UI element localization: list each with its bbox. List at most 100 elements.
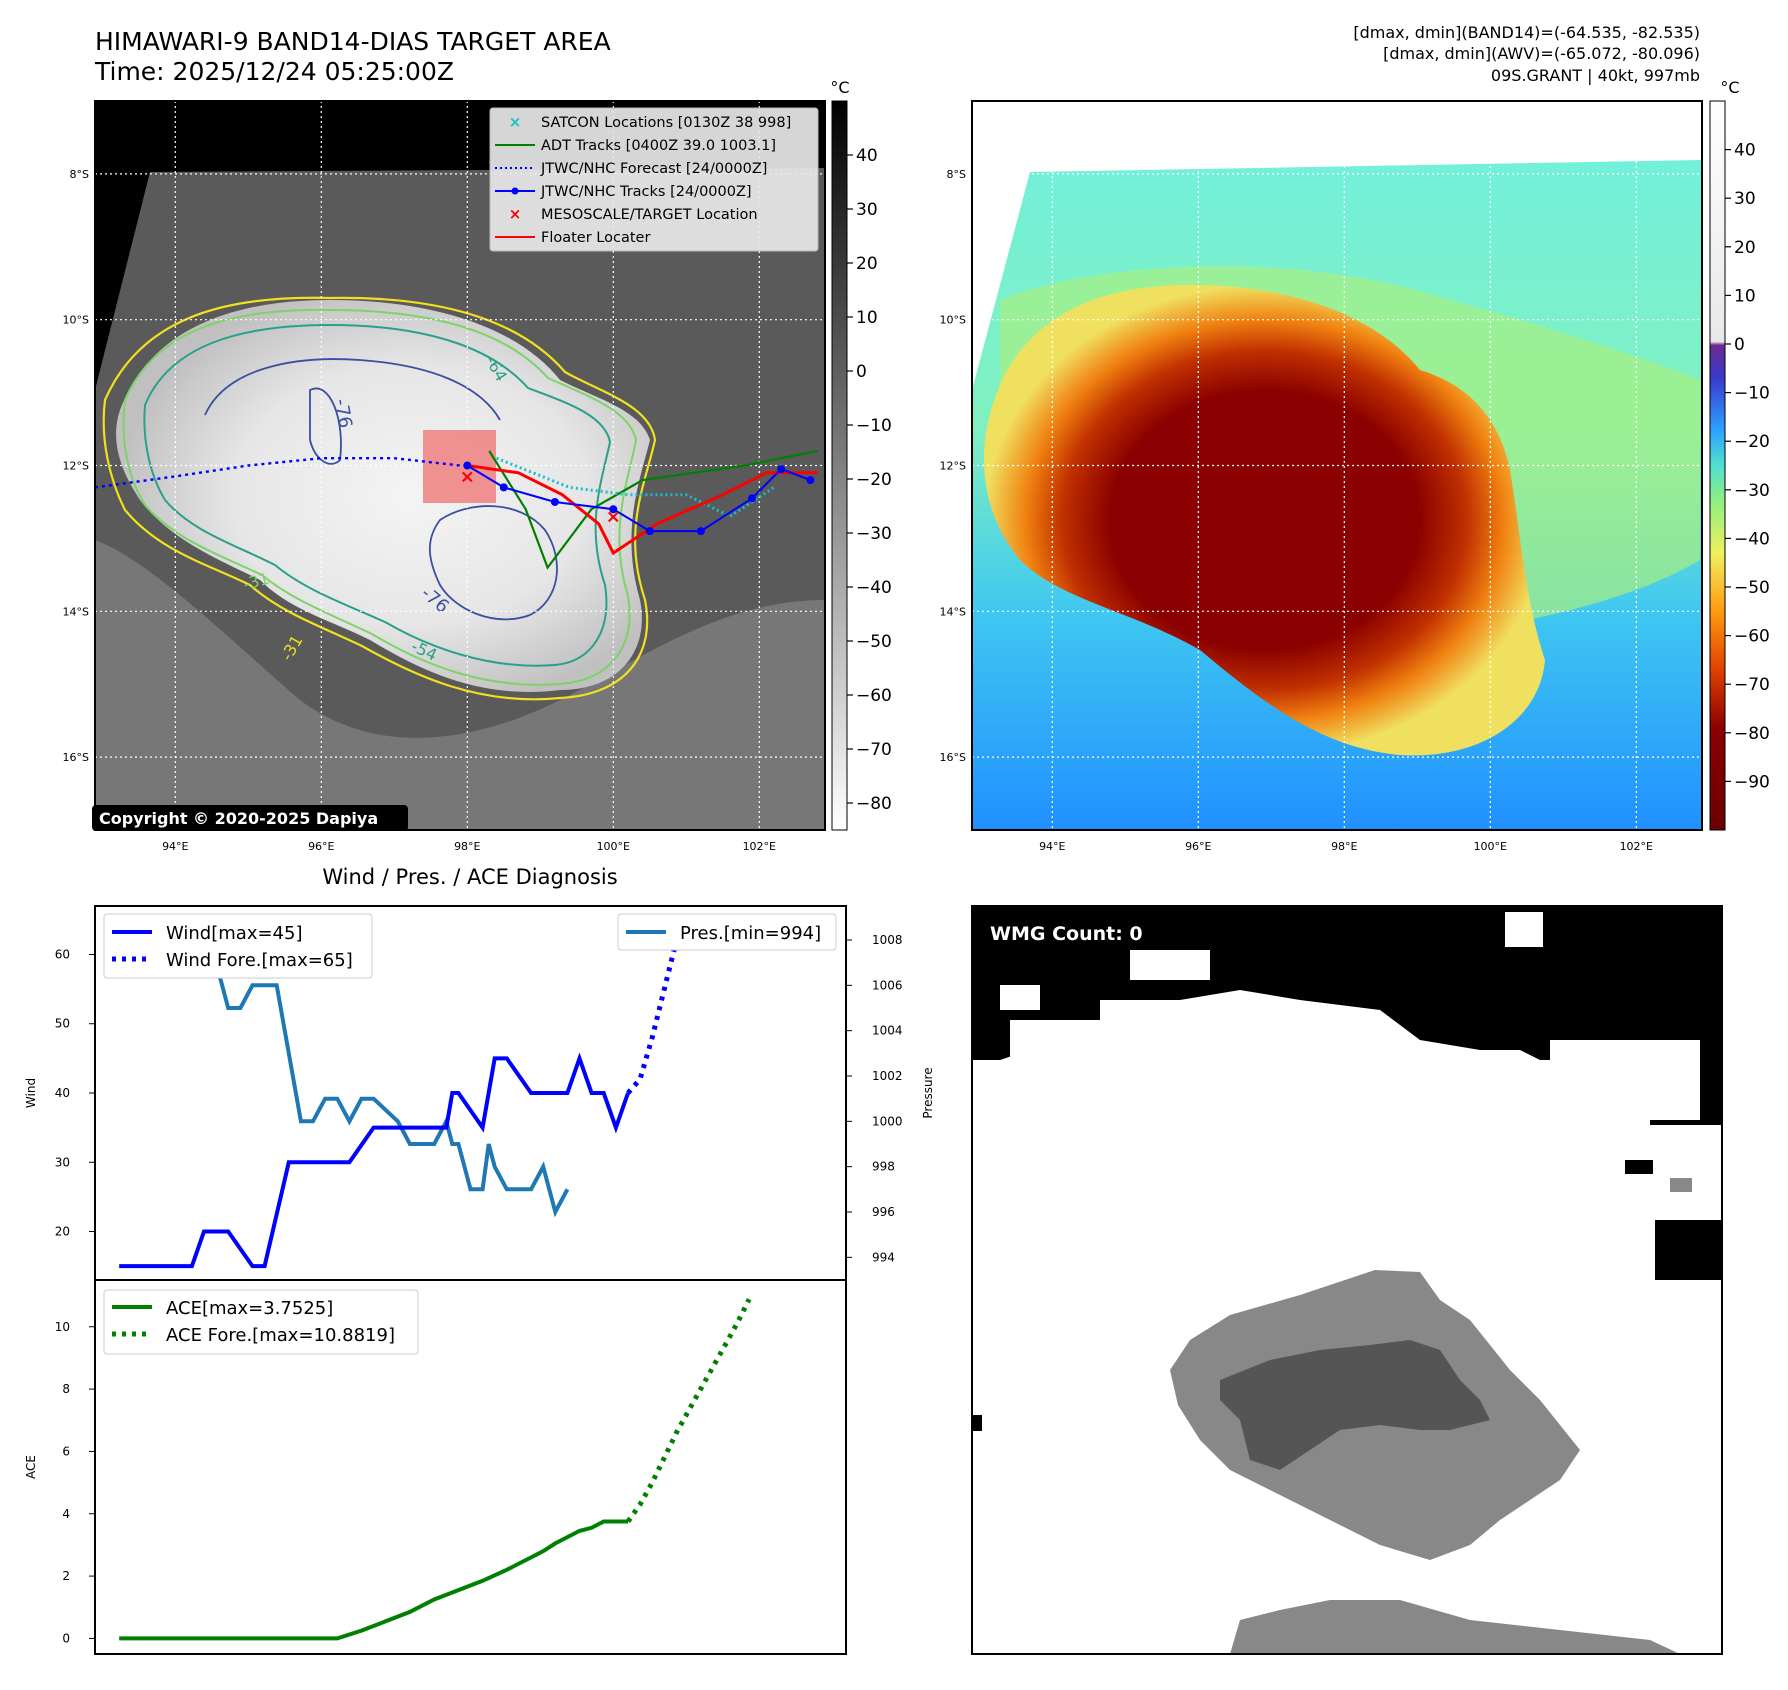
ace-tick-label: 0 — [62, 1631, 70, 1645]
lon-tick-label: 96°E — [1185, 840, 1211, 853]
legend-pressure: Pres.[min=994] — [680, 923, 821, 944]
ace-tick-label: 10 — [55, 1320, 70, 1334]
right-map-axis-labels: 8°S 10°S 12°S 14°S 16°S 94°E 96°E 98°E 100°E 102°… — [940, 168, 1654, 853]
jtwc-track-point — [696, 527, 705, 536]
jtwc-track-point — [499, 483, 508, 492]
lon-tick-label: 102°E — [1620, 840, 1653, 853]
ace-axis-ticks: 0 2 4 6 8 10 — [55, 1320, 95, 1645]
colorbar-tick-label: 0 — [856, 362, 867, 382]
wmg-white-cutouts — [1000, 912, 1722, 1165]
info-awv: [dmax, dmin](AWV)=(-65.072, -80.096) — [1383, 44, 1700, 63]
ir-gray-band — [95, 540, 825, 830]
jtwc-track-points — [463, 461, 815, 536]
colorbar-tick-label: 20 — [1734, 238, 1756, 258]
lon-tick-label: 100°E — [1474, 840, 1507, 853]
pressure-tick-label: 1008 — [872, 933, 903, 947]
wind-axis-ticks: 20 30 40 50 60 — [55, 947, 95, 1239]
lat-tick-label: 14°S — [63, 605, 89, 618]
info-band14: [dmax, dmin](BAND14)=(-64.535, -82.535) — [1353, 23, 1700, 42]
figure-time: Time: 2025/12/24 05:25:00Z — [94, 57, 454, 86]
figure-title: HIMAWARI-9 BAND14-DIAS TARGET AREA — [95, 27, 611, 56]
pressure-tick-label: 1002 — [872, 1069, 903, 1083]
right-colorbar: °C 40 30 20 10 0 −10 −20 −30 −40 −50 −60 −70 −80 −90 — [1709, 78, 1770, 831]
contour-blue — [204, 358, 558, 621]
jtwc-track-point — [463, 461, 472, 470]
lat-tick-label: 14°S — [940, 605, 966, 618]
legend-x-marker: × — [509, 205, 522, 223]
jtwc-track-point — [645, 527, 654, 536]
legend-label: MESOSCALE/TARGET Location — [541, 207, 758, 223]
legend-label: ADT Tracks [0400Z 39.0 1003.1] — [541, 138, 776, 154]
diagnosis-title: Wind / Pres. / ACE Diagnosis — [322, 865, 617, 889]
copyright-text: Copyright © 2020-2025 Dapiya — [99, 809, 378, 828]
lat-tick-label: 8°S — [947, 168, 966, 181]
map-legend: × SATCON Locations [0130Z 38 998] ADT Trac… — [489, 107, 819, 252]
colorbar-tick-label: −10 — [1734, 384, 1770, 404]
wmg-frame — [971, 905, 1723, 1655]
left-map-axis-labels: 8°S 10°S 12°S 14°S 16°S 94°E 96°E 98°E 100°E 102°… — [63, 168, 777, 853]
wind-axis-label: Wind — [24, 1078, 38, 1108]
colorbar-tick-label: −80 — [1734, 724, 1770, 744]
lon-tick-label: 98°E — [1331, 840, 1357, 853]
legend-label: Floater Locater — [541, 230, 650, 246]
wind-tick-label: 60 — [55, 947, 70, 961]
colorbar-tick-label: −60 — [856, 686, 892, 706]
lon-tick-label: 96°E — [308, 840, 334, 853]
wmg-dark-gray-region — [1220, 1340, 1490, 1470]
lon-tick-label: 100°E — [597, 840, 630, 853]
target-markers: ×× — [460, 466, 621, 527]
ace-tick-label: 8 — [62, 1382, 70, 1396]
colorbar-tick-label: −80 — [856, 794, 892, 814]
pressure-legend: Pres.[min=994] — [617, 913, 837, 951]
ace-legend: ACE[max=3.7525] ACE Fore.[max=10.8819] — [103, 1289, 419, 1355]
left-colorbar-unit: °C — [830, 78, 849, 97]
color-map-panel: 8°S 10°S 12°S 14°S 16°S 94°E 96°E 98°E 100°E 102°… — [940, 100, 1703, 853]
right-map-gridlines — [972, 101, 1702, 830]
colorbar-tick-label: −40 — [1734, 529, 1770, 549]
diagnosis-chart: Wind / Pres. / ACE Diagnosis 2030405060 … — [24, 865, 935, 1655]
colorbar-tick-label: 30 — [1734, 189, 1756, 209]
cold-cloud-top — [984, 285, 1545, 756]
colorbar-tick-label: −60 — [1734, 627, 1770, 647]
contour-label: -76 — [330, 397, 356, 430]
lat-tick-label: 10°S — [63, 314, 89, 327]
pressure-tick-label: 996 — [872, 1205, 895, 1219]
wmg-black-block — [972, 1415, 982, 1431]
colorbar-tick-label: −20 — [856, 470, 892, 490]
pressure-axis-ticks: 994 996 998 1000 1002 1004 1006 1008 — [846, 933, 903, 1264]
lat-tick-label: 16°S — [940, 751, 966, 764]
ace-tick-label: 2 — [62, 1569, 70, 1583]
pressure-series-line — [143, 915, 570, 1218]
ace-axis-label: ACE — [24, 1455, 38, 1479]
legend-ace-forecast: ACE Fore.[max=10.8819] — [166, 1325, 395, 1346]
legend-entry: JTWC/NHC Tracks [24/0000Z] — [495, 184, 752, 200]
colorbar-tick-label: −50 — [1734, 578, 1770, 598]
right-colorbar-unit: °C — [1720, 78, 1739, 97]
colorbar-tick-label: 20 — [856, 254, 878, 274]
pressure-tick-label: 1000 — [872, 1114, 903, 1128]
cloud-shield — [116, 300, 650, 692]
legend-entry: Floater Locater — [495, 230, 650, 246]
lat-tick-label: 12°S — [940, 460, 966, 473]
legend-label: SATCON Locations [0130Z 38 998] — [541, 115, 791, 131]
lat-tick-label: 16°S — [63, 751, 89, 764]
colorbar-tick-label: 40 — [856, 146, 878, 166]
colorbar-tick-label: 40 — [1734, 141, 1756, 161]
jtwc-track-point — [748, 494, 756, 503]
jtwc-track-point — [806, 476, 815, 485]
info-storm: 09S.GRANT | 40kt, 997mb — [1491, 66, 1700, 85]
copyright-box — [92, 805, 408, 831]
legend-ace: ACE[max=3.7525] — [166, 1298, 333, 1319]
wind-tick-label: 40 — [55, 1086, 70, 1100]
lon-tick-label: 98°E — [454, 840, 480, 853]
legend-entry: ADT Tracks [0400Z 39.0 1003.1] — [495, 138, 776, 154]
legend-wind: Wind[max=45] — [166, 923, 303, 944]
lon-tick-label: 94°E — [1039, 840, 1065, 853]
jtwc-forecast-track — [95, 457, 461, 489]
wind-tick-label: 20 — [55, 1225, 70, 1239]
lat-tick-label: 10°S — [940, 314, 966, 327]
jtwc-track-point — [777, 465, 786, 474]
legend-label: JTWC/NHC Forecast [24/0000Z] — [540, 161, 767, 177]
wmg-count-badge — [982, 918, 1163, 948]
